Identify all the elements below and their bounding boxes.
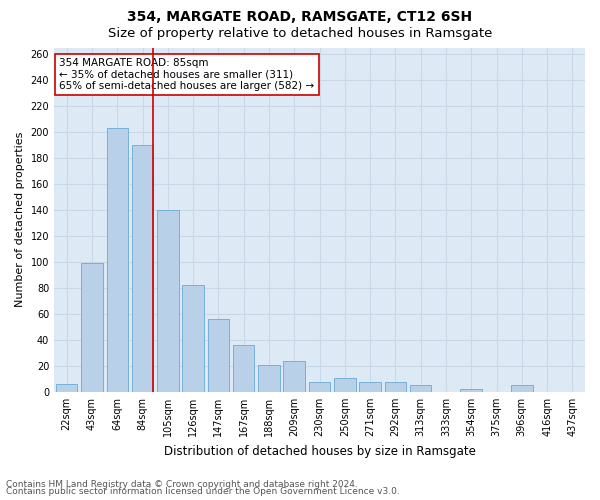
Y-axis label: Number of detached properties: Number of detached properties [15, 132, 25, 308]
X-axis label: Distribution of detached houses by size in Ramsgate: Distribution of detached houses by size … [164, 444, 475, 458]
Text: 354 MARGATE ROAD: 85sqm
← 35% of detached houses are smaller (311)
65% of semi-d: 354 MARGATE ROAD: 85sqm ← 35% of detache… [59, 58, 314, 91]
Bar [107, 128, 128, 392]
Bar [132, 145, 153, 392]
Bar [56, 384, 77, 392]
Bar [334, 378, 356, 392]
Bar [359, 382, 381, 392]
Text: Contains public sector information licensed under the Open Government Licence v3: Contains public sector information licen… [6, 488, 400, 496]
Text: 354, MARGATE ROAD, RAMSGATE, CT12 6SH: 354, MARGATE ROAD, RAMSGATE, CT12 6SH [127, 10, 473, 24]
Bar [258, 364, 280, 392]
Text: Contains HM Land Registry data © Crown copyright and database right 2024.: Contains HM Land Registry data © Crown c… [6, 480, 358, 489]
Bar [511, 386, 533, 392]
Bar [81, 264, 103, 392]
Text: Size of property relative to detached houses in Ramsgate: Size of property relative to detached ho… [108, 28, 492, 40]
Bar [182, 286, 204, 392]
Bar [410, 386, 431, 392]
Bar [385, 382, 406, 392]
Bar [157, 210, 179, 392]
Bar [283, 360, 305, 392]
Bar [233, 345, 254, 392]
Bar [309, 382, 330, 392]
Bar [208, 319, 229, 392]
Bar [460, 390, 482, 392]
